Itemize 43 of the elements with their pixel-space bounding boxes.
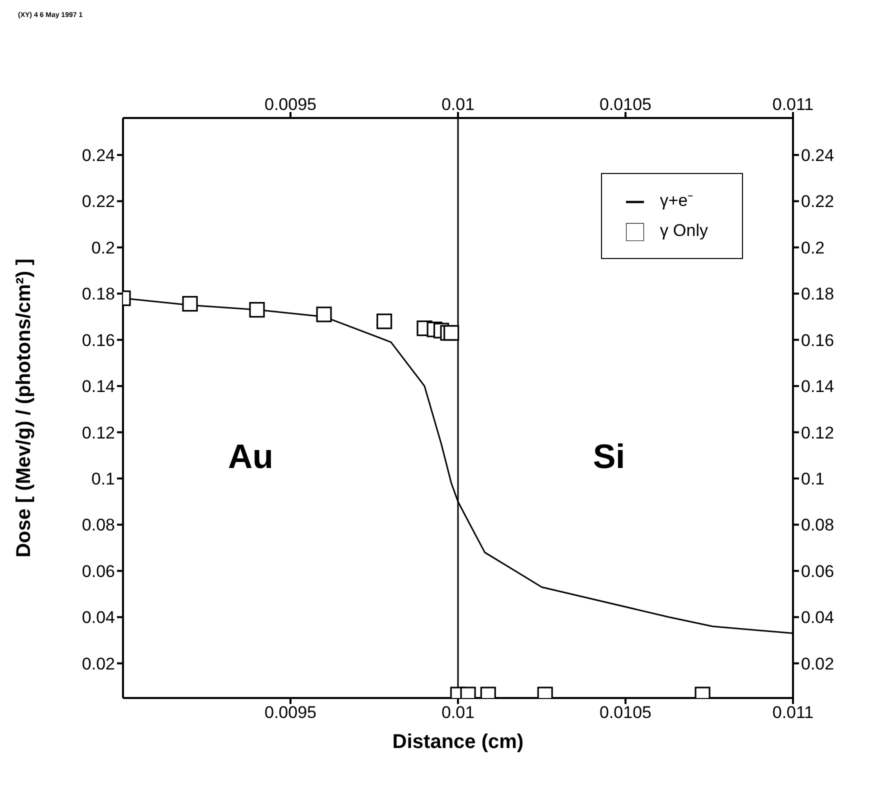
y-tick-label: 0.24 [82, 146, 115, 166]
x2-tick-label: 0.01 [441, 703, 475, 722]
y-tick-label: 0.06 [82, 562, 115, 581]
legend-label: γ+e⁻ [660, 191, 694, 210]
y2-tick-label: 0.18 [801, 284, 834, 304]
y-tick-label: 0.2 [91, 238, 115, 258]
x2-tick-label: 0.0105 [600, 703, 652, 722]
y-tick-label: 0.04 [82, 608, 115, 628]
x2-tick-label: 0.011 [772, 703, 814, 722]
y2-tick-label: 0.02 [801, 654, 834, 674]
x-tick-label: 0.01 [441, 95, 475, 114]
annotation: Si [593, 438, 626, 477]
point [249, 302, 265, 318]
y2-tick-label: 0.2 [801, 238, 825, 258]
y2-tick-label: 0.14 [801, 377, 834, 396]
x-tick-label: 0.0105 [600, 95, 652, 114]
y2-tick-label: 0.12 [801, 423, 834, 442]
point [316, 306, 332, 322]
y2-tick-label: 0.1 [801, 470, 825, 489]
y2-tick-label: 0.06 [801, 562, 834, 581]
y-tick-label: 0.22 [82, 192, 115, 212]
y-tick-label: 0.1 [91, 470, 115, 489]
y-axis-title: Dose [ (Mev/g) / (photons/cm²) ] [13, 258, 36, 558]
y2-tick-label: 0.22 [801, 192, 834, 212]
y2-tick-label: 0.16 [801, 330, 834, 350]
x2-tick-label: 0.0095 [264, 703, 316, 722]
x-tick-label: 0.011 [772, 95, 814, 114]
x-axis-title: Distance (cm) [392, 731, 524, 753]
y2-tick-label: 0.08 [801, 516, 834, 535]
y2-tick-label: 0.04 [801, 608, 834, 628]
y-tick-label: 0.02 [82, 654, 115, 674]
legend-label: γ Only [660, 221, 708, 240]
x-tick-label: 0.0095 [264, 95, 316, 114]
y-tick-label: 0.18 [82, 284, 115, 304]
point [376, 314, 392, 330]
point [182, 296, 198, 312]
y-tick-label: 0.16 [82, 330, 115, 350]
y2-tick-label: 0.24 [801, 146, 834, 166]
y-tick-label: 0.08 [82, 516, 115, 535]
y-tick-label: 0.12 [82, 423, 115, 442]
annotation: Au [228, 438, 274, 477]
point [444, 325, 460, 341]
y-tick-label: 0.14 [82, 377, 115, 396]
